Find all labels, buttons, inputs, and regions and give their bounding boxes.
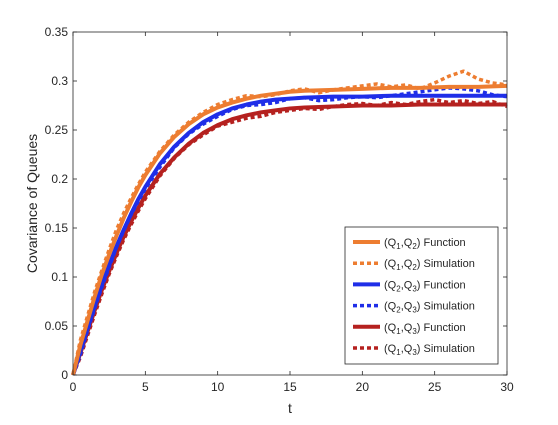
y-tick-label: 0.1 [51, 270, 68, 284]
y-tick-label: 0.05 [45, 319, 69, 333]
x-axis: 0 5 10 15 20 25 30 [70, 32, 514, 394]
legend-entry-label: (Q1,Q3) Simulation [384, 343, 475, 357]
legend: (Q1,Q2) Function (Q1,Q2) Simulation (Q2,Q3… [344, 226, 499, 365]
x-tick-label: 15 [283, 380, 297, 394]
series-layer [71, 69, 508, 376]
x-tick-label: 5 [142, 380, 149, 394]
x-tick-label: 25 [428, 380, 442, 394]
x-tick-label: 30 [500, 380, 514, 394]
y-tick-label: 0.25 [45, 123, 69, 137]
x-tick-label: 0 [70, 380, 77, 394]
y-tick-label: 0.2 [51, 172, 68, 186]
y-tick-label: 0.3 [51, 74, 68, 88]
legend-box [344, 226, 499, 365]
y-axis-label: Covariance of Queues [24, 134, 40, 273]
legend-entry-label: (Q1,Q3) Function [384, 322, 466, 336]
series-line-3 [71, 86, 508, 376]
y-tick-label: 0 [61, 368, 68, 382]
x-axis-label: t [288, 400, 292, 416]
y-tick-label: 0.35 [45, 25, 69, 39]
y-axis: 0 0.05 0.1 0.15 0.2 0.25 0.3 0.35 [45, 25, 507, 382]
series-line-1 [71, 69, 508, 376]
legend-entry-label: (Q2,Q3) Simulation [384, 301, 475, 315]
x-tick-label: 20 [356, 380, 370, 394]
legend-entry-label: (Q1,Q2) Function [384, 237, 466, 251]
x-tick-label: 10 [211, 380, 225, 394]
legend-entry-label: (Q2,Q3) Function [384, 279, 466, 293]
series-line-5 [71, 97, 508, 376]
y-tick-label: 0.15 [45, 221, 69, 235]
legend-entry-label: (Q1,Q2) Simulation [384, 258, 475, 272]
